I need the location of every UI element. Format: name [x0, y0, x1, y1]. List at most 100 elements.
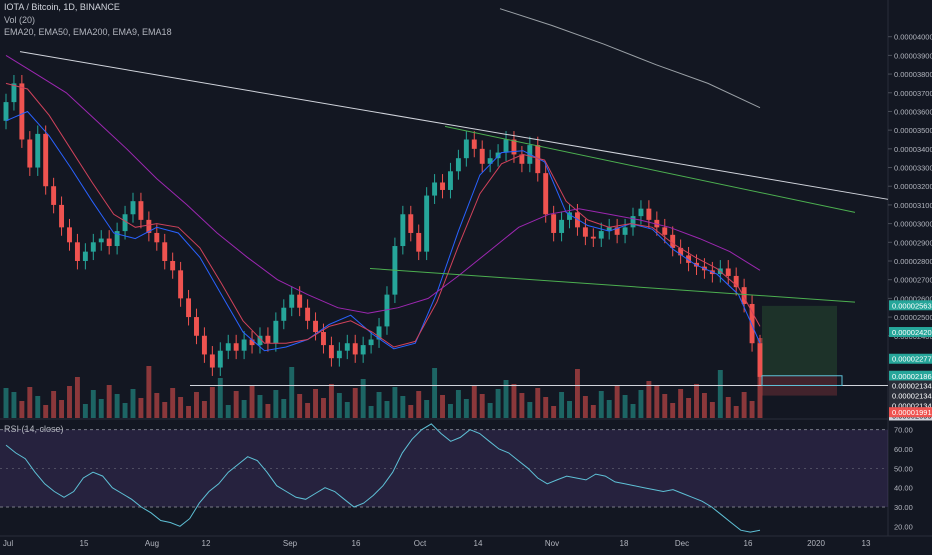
candle-body: [598, 231, 604, 239]
candle-body: [289, 294, 295, 308]
candle-body: [273, 320, 279, 344]
volume-bar: [162, 402, 168, 418]
candle-body: [733, 275, 739, 288]
volume-bar: [582, 396, 588, 418]
price-label-bg: [889, 380, 932, 391]
candle-body: [257, 335, 263, 346]
price-label-bg: [889, 390, 932, 401]
candle-body: [678, 247, 684, 256]
volume-bar: [289, 367, 295, 418]
price-label: 0.00002186: [892, 372, 932, 381]
volume-bar: [709, 402, 715, 418]
price-label-bg: [889, 400, 932, 411]
price-label: 0.00002134: [892, 381, 932, 390]
volume-bar: [463, 399, 469, 418]
volume-bar: [11, 392, 17, 418]
candle-body: [368, 339, 374, 346]
rsi-legend: RSI (14, close): [4, 424, 64, 434]
candle-body: [646, 208, 652, 220]
volume-bar: [551, 406, 557, 418]
candle-body: [336, 350, 342, 359]
volume-bar: [479, 394, 485, 418]
candle-body: [559, 219, 565, 233]
volume-bar: [225, 405, 231, 418]
trendline-upper: [19, 51, 889, 200]
volume-bar: [328, 384, 334, 418]
volume-bar: [487, 403, 493, 418]
candle-body: [757, 343, 763, 377]
candle-body: [162, 242, 168, 261]
volume-bar: [360, 379, 366, 418]
x-tick-label: Nov: [545, 539, 559, 548]
ema-line-ema50: [5, 54, 761, 314]
candle-body: [122, 214, 128, 232]
volume-bar: [424, 400, 430, 418]
volume-bar: [408, 405, 414, 418]
candle-body: [503, 139, 509, 153]
candle-body: [567, 212, 572, 220]
price-label-bg: [889, 353, 932, 364]
volume-bar: [416, 391, 422, 418]
volume-bar: [701, 393, 707, 418]
y-tick-label: 0.00002900: [894, 238, 932, 247]
candle-body: [614, 227, 620, 235]
profit-zone: [762, 305, 837, 376]
volume-bar: [19, 401, 25, 418]
volume-bar: [725, 397, 731, 418]
volume-bar: [733, 406, 739, 418]
price-label-bg: [889, 370, 932, 381]
candle-body: [19, 83, 25, 140]
volume-bar: [654, 385, 660, 418]
candle-body: [686, 255, 692, 263]
volume-bar: [630, 404, 636, 418]
symbol-legend: IOTA / Bitcoin, 1D, BINANCE: [4, 2, 120, 12]
volume-bar: [519, 393, 525, 418]
candle-body: [170, 260, 176, 271]
volume-bar: [344, 402, 350, 418]
trendline-green-upper: [444, 125, 856, 213]
candle-body: [400, 214, 406, 247]
candle-body: [194, 317, 199, 336]
candle-body: [511, 139, 517, 155]
volume-bar: [400, 396, 406, 418]
candle-body: [27, 139, 33, 168]
volume-bar: [98, 399, 104, 418]
volume-bar: [138, 398, 144, 418]
volume-bar: [590, 405, 596, 418]
volume-bar: [217, 378, 223, 418]
candle-body: [535, 145, 541, 174]
volume-bar: [336, 393, 342, 418]
volume-bar: [27, 387, 33, 418]
candle-body: [630, 216, 636, 228]
volume-bar: [194, 392, 199, 418]
candle-body: [606, 227, 612, 232]
price-label-bg: [889, 327, 932, 338]
volume-bar: [273, 390, 279, 418]
candle-body: [43, 133, 49, 187]
y-tick-label: 0.00003400: [894, 145, 932, 154]
rsi-tick-label: 40.00: [894, 484, 913, 493]
candle-body: [11, 83, 17, 103]
candle-body: [321, 332, 326, 346]
candle-body: [241, 339, 247, 351]
candle-body: [249, 339, 255, 346]
candle-body: [67, 227, 72, 243]
y-tick-label: 0.00003100: [894, 201, 932, 210]
candle-body: [471, 139, 477, 149]
volume-bar: [694, 384, 699, 418]
volume-bar: [440, 395, 445, 418]
volume-bar: [233, 391, 239, 418]
candle-body: [582, 227, 588, 237]
y-tick-label: 0.00003800: [894, 70, 932, 79]
candle-body: [622, 227, 628, 235]
x-tick-label: Jul: [3, 539, 13, 548]
volume-bar: [392, 387, 398, 418]
candle-body: [344, 343, 350, 351]
candle-body: [209, 354, 215, 368]
candle-body: [424, 195, 430, 252]
volume-bar: [201, 401, 207, 418]
volume-bar: [313, 389, 318, 418]
candle-body: [495, 152, 501, 159]
